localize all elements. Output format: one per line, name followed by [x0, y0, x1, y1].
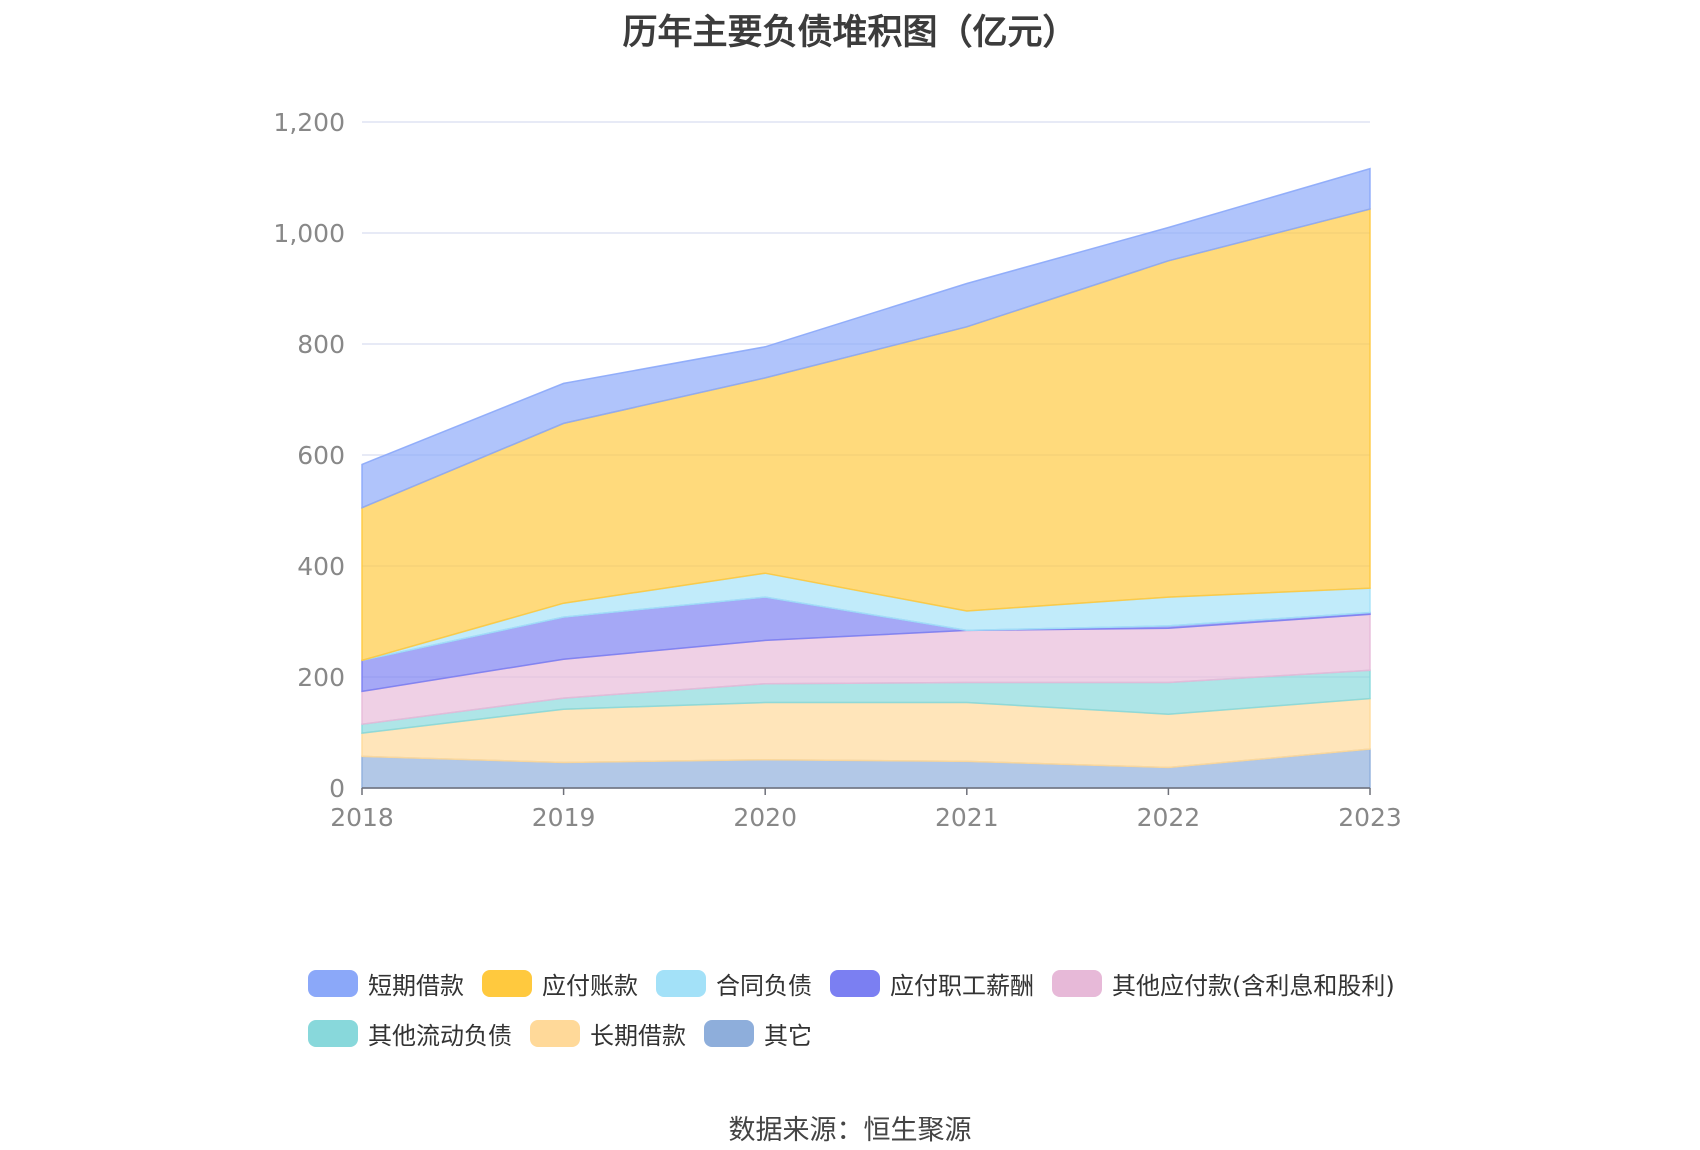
legend-item-other-current-liabilities[interactable]: 其他流动负债: [308, 1016, 512, 1051]
legend-item-other-payables[interactable]: 其他应付款(含利息和股利): [1052, 966, 1395, 1001]
area-series: [361, 167, 1371, 509]
y-tick-label: 1,000: [273, 219, 345, 248]
legend-label: 其他流动负债: [368, 1021, 512, 1050]
legend-swatch: [830, 969, 880, 997]
y-tick-label: 800: [297, 330, 345, 359]
legend-label: 应付账款: [542, 971, 638, 1000]
y-tick-label: 1,200: [273, 108, 345, 137]
y-tick-label: 0: [329, 774, 345, 803]
legend-label: 其他应付款(含利息和股利): [1112, 971, 1395, 1000]
x-tick-label: 2021: [935, 803, 999, 832]
legend-swatch: [1052, 969, 1102, 997]
data-source-note: 数据来源：恒生聚源: [728, 1115, 972, 1146]
y-tick-label: 400: [297, 552, 345, 581]
legend-item-contract-liabilities[interactable]: 合同负债: [656, 966, 812, 1001]
legend-swatch: [308, 969, 358, 997]
legend-row-1: 短期借款 应付账款 合同负债 应付职工薪酬 其他应付款(含利息和股利): [308, 958, 1458, 1008]
x-tick-label: 2023: [1338, 803, 1402, 832]
legend-item-other[interactable]: 其它: [704, 1016, 812, 1051]
legend-item-employee-payables[interactable]: 应付职工薪酬: [830, 966, 1034, 1001]
legend-label: 短期借款: [368, 971, 464, 1000]
legend-swatch: [704, 1019, 754, 1047]
x-tick-label: 2022: [1137, 803, 1201, 832]
x-tick-label: 2020: [733, 803, 797, 832]
x-tick-label: 2018: [330, 803, 394, 832]
legend-swatch: [530, 1019, 580, 1047]
y-tick-label: 200: [297, 663, 345, 692]
legend: 短期借款 应付账款 合同负债 应付职工薪酬 其他应付款(含利息和股利) 其他流动…: [308, 958, 1458, 1058]
y-tick-label: 600: [297, 441, 345, 470]
legend-label: 其它: [764, 1021, 812, 1050]
legend-item-short-term-loans[interactable]: 短期借款: [308, 966, 464, 1001]
legend-item-accounts-payable[interactable]: 应付账款: [482, 966, 638, 1001]
legend-swatch: [482, 969, 532, 997]
legend-item-long-term-loans[interactable]: 长期借款: [530, 1016, 686, 1051]
legend-label: 合同负债: [716, 971, 812, 1000]
legend-row-2: 其他流动负债 长期借款 其它: [308, 1008, 1458, 1058]
legend-label: 应付职工薪酬: [890, 971, 1034, 1000]
x-tick-label: 2019: [532, 803, 596, 832]
legend-label: 长期借款: [590, 1021, 686, 1050]
chart-title: 历年主要负债堆积图（亿元）: [622, 13, 1078, 53]
area-series-layer: [361, 167, 1371, 789]
legend-swatch: [308, 1019, 358, 1047]
legend-swatch: [656, 969, 706, 997]
axes: 0 200 400 600 800 1,000 1,200 2018 2019 2020 2021 2…: [273, 108, 1401, 832]
